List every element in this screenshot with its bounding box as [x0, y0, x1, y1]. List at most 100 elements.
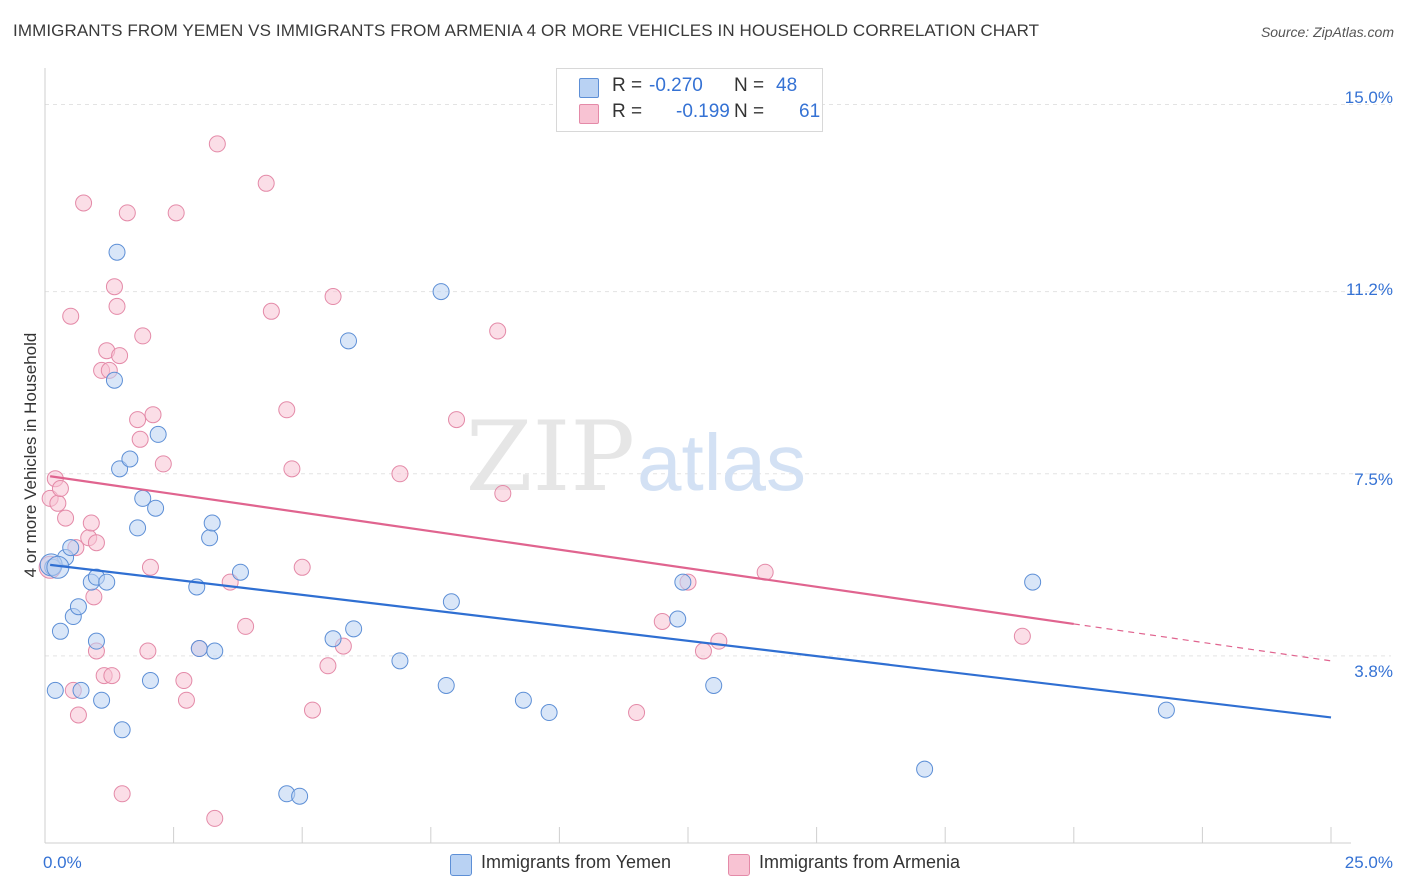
trendlines: [49, 475, 1332, 719]
armenia-point: [113, 785, 131, 803]
legend-r-label: R =: [612, 75, 643, 96]
yemen-point: [432, 283, 450, 301]
armenia-point: [167, 204, 185, 222]
armenia-point: [391, 465, 409, 483]
y-tick-11-2: 11.2%: [1346, 280, 1393, 299]
bottom-legend-label-yemen: Immigrants from Yemen: [481, 852, 672, 872]
watermark-atlas: atlas: [637, 418, 806, 507]
yemen-point: [1024, 573, 1042, 591]
armenia-point: [278, 401, 296, 419]
armenia-point: [51, 480, 69, 498]
yemen-point: [442, 593, 460, 611]
armenia-point: [129, 411, 147, 429]
trendline-armenia-extension: [1073, 623, 1332, 662]
armenia-point: [262, 302, 280, 320]
yemen-point: [149, 425, 167, 443]
armenia-point: [111, 347, 129, 365]
watermark-zip: ZIP: [466, 401, 635, 513]
armenia-point: [154, 455, 172, 473]
legend-n-value-yemen: 48: [776, 75, 798, 96]
armenia-point: [57, 509, 75, 527]
yemen-point: [121, 450, 139, 468]
yemen-point: [206, 642, 224, 660]
yemen-point: [113, 721, 131, 739]
yemen-point: [141, 672, 159, 690]
armenia-point: [293, 558, 311, 576]
yemen-point: [105, 371, 123, 389]
yemen-point: [345, 620, 363, 638]
armenia-point: [141, 558, 159, 576]
armenia-point: [144, 406, 162, 424]
bottom-legend-swatch-yemen: [450, 854, 472, 876]
armenia-point: [177, 691, 195, 709]
yemen-point: [111, 460, 129, 478]
x-tick-max: 25.0%: [1344, 853, 1393, 872]
legend-n-label: N =: [734, 101, 765, 122]
armenia-point: [62, 307, 80, 325]
armenia-point: [494, 484, 512, 502]
yemen-point: [339, 332, 357, 350]
yemen-point: [916, 760, 934, 778]
legend-r-value-yemen: -0.270: [649, 75, 703, 96]
bottom-legend-swatch-armenia: [728, 854, 750, 876]
yemen-point: [201, 529, 219, 547]
armenia-point: [208, 135, 226, 153]
legend-n-label: N =: [734, 75, 765, 96]
yemen-point: [69, 598, 87, 616]
yemen-point: [540, 704, 558, 722]
armenia-point: [134, 327, 152, 345]
armenia-point: [303, 701, 321, 719]
yemen-point: [437, 676, 455, 694]
armenia-point: [283, 460, 301, 478]
trendline-yemen: [50, 563, 1332, 719]
yemen-point: [391, 652, 409, 670]
legend-swatch-armenia: [579, 104, 599, 124]
yemen-point: [98, 573, 116, 591]
yemen-point: [72, 681, 90, 699]
trendline-armenia: [49, 475, 1074, 626]
armenia-point: [324, 288, 342, 306]
x-tick-min: 0.0%: [43, 853, 82, 872]
chart-title: IMMIGRANTS FROM YEMEN VS IMMIGRANTS FROM…: [13, 21, 1040, 40]
armenia-point: [653, 612, 671, 630]
yemen-point: [669, 610, 687, 628]
armenia-point: [175, 672, 193, 690]
legend-r-value-armenia: -0.199: [676, 101, 730, 122]
axes: [44, 68, 1351, 844]
yemen-point: [324, 630, 342, 648]
yemen-point: [46, 681, 64, 699]
yemen-point: [514, 691, 532, 709]
armenia-point: [489, 322, 507, 340]
y-tick-15: 15.0%: [1344, 88, 1393, 107]
armenia-point: [103, 667, 121, 685]
legend-swatch-yemen: [579, 78, 599, 98]
yemen-point: [190, 640, 208, 658]
armenia-point: [82, 514, 100, 532]
yemen-point: [129, 519, 147, 537]
armenia-point: [131, 430, 149, 448]
armenia-point: [75, 194, 93, 212]
armenia-point: [237, 617, 255, 635]
yemen-point: [108, 243, 126, 261]
yemen-point: [51, 622, 69, 640]
yemen-point: [705, 676, 723, 694]
armenia-point: [69, 706, 87, 724]
armenia-point: [105, 278, 123, 296]
armenia-point: [710, 632, 728, 650]
y-tick-7-5: 7.5%: [1354, 470, 1393, 489]
gridlines: [45, 104, 1391, 657]
yemen-point: [674, 573, 692, 591]
y-axis-label: 4 or more Vehicles in Household: [21, 332, 40, 578]
armenia-point: [108, 297, 126, 315]
yemen-point: [93, 691, 111, 709]
armenia-point: [206, 809, 224, 827]
armenia-point: [1013, 627, 1031, 645]
armenia-point: [139, 642, 157, 660]
yemen-point: [147, 499, 165, 517]
source-note: Source: ZipAtlas.com: [1260, 24, 1394, 40]
bottom-legend-label-armenia: Immigrants from Armenia: [759, 852, 961, 872]
armenia-point: [628, 704, 646, 722]
yemen-point: [231, 563, 249, 581]
armenia-point: [87, 534, 105, 552]
